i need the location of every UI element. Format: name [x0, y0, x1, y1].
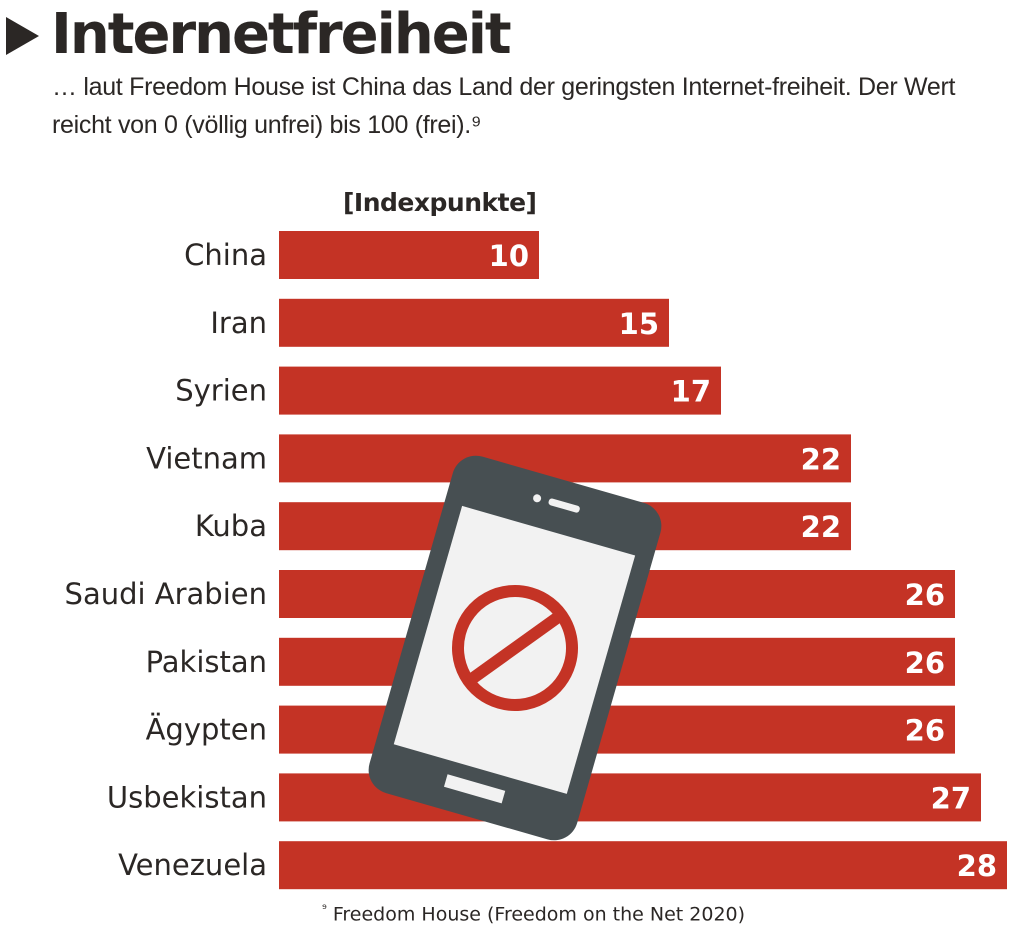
category-label: Venezuela [118, 848, 267, 882]
value-label: 27 [931, 781, 971, 815]
value-label: 26 [905, 714, 945, 748]
category-label: Iran [210, 306, 267, 340]
footnote-marker: ⁹ [322, 902, 327, 916]
category-label: Saudi Arabien [65, 577, 267, 611]
bar-china [279, 231, 539, 279]
chart-title: Internetfreiheit [51, 2, 512, 67]
category-label: Pakistan [146, 645, 267, 679]
category-label: Syrien [175, 374, 267, 408]
value-label: 22 [801, 510, 841, 544]
unit-label: [Indexpunkte] [343, 188, 537, 217]
category-label: Vietnam [146, 441, 267, 475]
value-label: 15 [619, 307, 659, 341]
phone-speaker [548, 498, 580, 513]
bar-venezuela [279, 841, 1007, 890]
bar-iran [279, 298, 669, 347]
bar-vietnam [279, 434, 851, 483]
category-label: China [184, 238, 267, 272]
triangle-bullet-icon [6, 17, 39, 55]
category-label: Kuba [195, 509, 267, 543]
source-footnote: ⁹ Freedom House (Freedom on the Net 2020… [322, 902, 745, 925]
value-label: 17 [671, 375, 711, 409]
bar-syrien [279, 366, 721, 415]
category-label: Ägypten [146, 713, 267, 747]
category-label: Usbekistan [107, 780, 267, 814]
value-label: 10 [489, 239, 529, 273]
value-label: 28 [957, 849, 997, 883]
title-row: Internetfreiheit [6, 0, 512, 70]
phone-camera [533, 494, 542, 503]
chart-subtitle: … laut Freedom House ist China das Land … [52, 73, 956, 139]
value-label: 26 [905, 578, 945, 612]
value-label: 26 [905, 646, 945, 680]
phone-home-button [443, 774, 506, 804]
smartphone-prohibited-icon [368, 455, 662, 841]
prohibition-icon [452, 585, 578, 711]
value-label: 22 [801, 442, 841, 476]
source-text: Freedom House (Freedom on the Net 2020) [332, 903, 746, 926]
